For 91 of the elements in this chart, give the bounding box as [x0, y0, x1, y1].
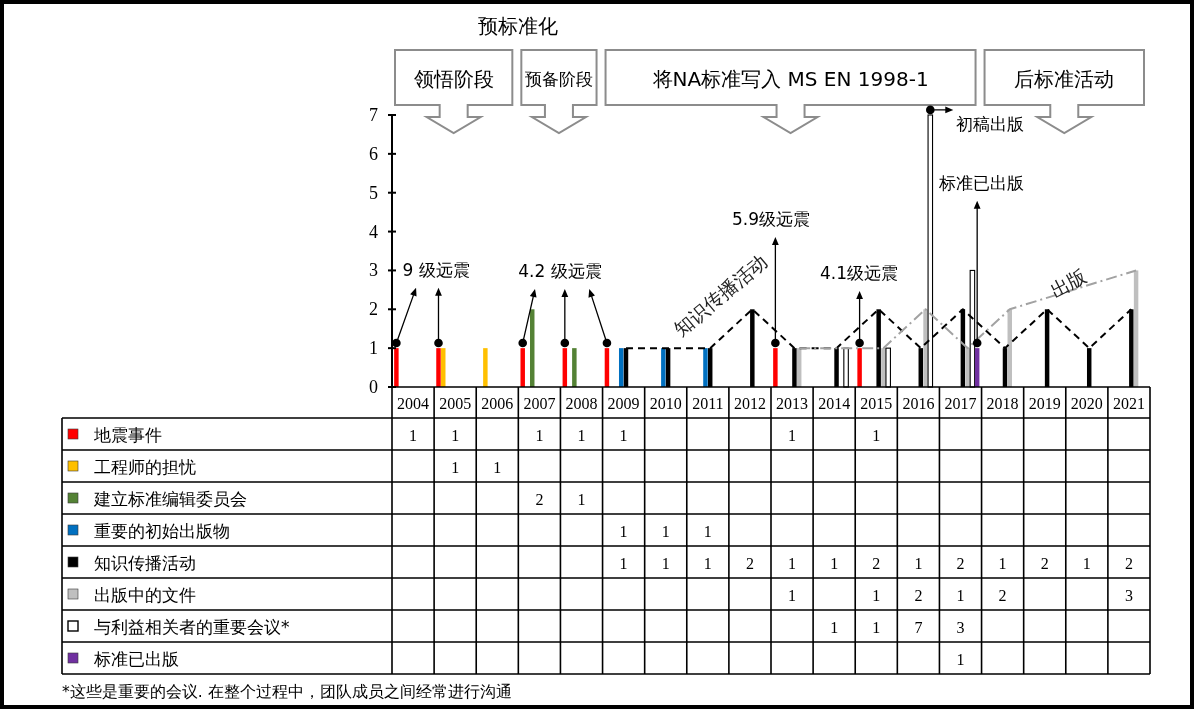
data-label: 1: [872, 586, 881, 604]
data-label: 1: [998, 554, 1007, 572]
y-tick-label: 5: [369, 182, 378, 203]
data-label: 1: [830, 618, 839, 636]
y-tick-label: 7: [369, 105, 378, 125]
data-label: 1: [703, 522, 712, 540]
y-tick-label: 2: [369, 299, 378, 320]
y-tick-label: 6: [369, 143, 378, 164]
annotation: 5.9级远震: [731, 208, 811, 229]
data-label: 1: [619, 522, 628, 540]
x-tick-label: 2009: [607, 395, 640, 412]
data-label: 1: [788, 426, 797, 444]
data-label: 2: [1124, 554, 1133, 572]
data-label: 2: [872, 554, 881, 572]
x-tick-label: 2004: [397, 395, 430, 412]
legend-label: 出版中的文件: [94, 585, 196, 605]
data-label: 7: [914, 618, 923, 636]
legend-label: 工程师的担忧: [94, 457, 196, 477]
annotation: 4.2 级远震: [518, 261, 602, 282]
x-tick-label: 2015: [860, 395, 893, 412]
annotation: 9 级远震: [402, 259, 470, 280]
x-tick-label: 2018: [986, 395, 1019, 412]
text: 预标准化: [478, 14, 559, 38]
data-label: 1: [872, 618, 881, 636]
x-tick-label: 2021: [1112, 395, 1145, 412]
text: 将NA标准写入 MS EN 1998-1: [651, 66, 929, 91]
data-label: 3: [956, 618, 965, 636]
data-label: 1: [788, 586, 797, 604]
legend-label: 重要的初始出版物: [94, 521, 230, 541]
data-label: 2: [535, 490, 544, 508]
data-label: 1: [956, 650, 965, 668]
x-tick-label: 2014: [818, 395, 851, 412]
data-label: 2: [956, 554, 965, 572]
bar: [703, 348, 708, 387]
data-label: 2: [1040, 554, 1049, 572]
data-label: 3: [1124, 586, 1133, 604]
legend-label: 地震事件: [93, 425, 162, 445]
y-tick-label: 0: [369, 377, 378, 397]
data-label: 1: [577, 426, 586, 444]
annotation: 出版: [1046, 264, 1091, 302]
text: 领悟阶段: [413, 66, 494, 91]
x-tick-label: 2008: [565, 395, 598, 412]
data-label: 1: [535, 426, 544, 444]
data-label: 1: [872, 426, 881, 444]
annotation: 知识传播活动: [669, 249, 772, 340]
text: 后标准活动: [1014, 66, 1115, 91]
x-tick-label: 2020: [1070, 395, 1103, 412]
data-label: 2: [998, 586, 1007, 604]
data-label: 1: [788, 554, 797, 572]
data-label: 1: [661, 522, 670, 540]
bar: [572, 348, 577, 387]
data-label: 1: [619, 554, 628, 572]
data-label: 1: [451, 426, 460, 444]
x-tick-label: 2017: [944, 395, 977, 412]
legend-label: 建立标准编辑委员会: [93, 489, 247, 509]
legend-label: 标准已出版: [93, 649, 179, 669]
data-label: 1: [619, 426, 628, 444]
bar: [661, 348, 666, 387]
annotation: 初稿出版: [956, 113, 1025, 134]
y-tick-label: 3: [369, 260, 378, 281]
x-tick-label: 2016: [902, 395, 935, 412]
data-label: 1: [914, 554, 923, 572]
data-label: 1: [1082, 554, 1091, 572]
x-tick-label: 2007: [523, 395, 556, 412]
x-tick-label: 2012: [733, 395, 766, 412]
y-tick-label: 4: [369, 221, 378, 242]
data-label: 1: [703, 554, 712, 572]
data-label: 2: [914, 586, 923, 604]
bar: [483, 348, 488, 387]
x-tick-label: 2006: [481, 395, 514, 412]
legend-label: 与利益相关者的重要会议*: [94, 617, 290, 637]
data-label: 1: [577, 490, 586, 508]
data-label: 1: [830, 554, 839, 572]
y-tick-label: 1: [369, 338, 378, 359]
legend-label: 知识传播活动: [94, 553, 196, 573]
bar: [965, 348, 970, 387]
x-tick-label: 2005: [439, 395, 472, 412]
data-label: 1: [451, 458, 460, 476]
annotation: 4.1级远震: [819, 262, 899, 283]
x-tick-label: 2019: [1028, 395, 1061, 412]
x-tick-label: 2013: [776, 395, 809, 412]
data-label: 1: [409, 426, 418, 444]
text: 预备阶段: [524, 68, 593, 89]
data-label: 1: [956, 586, 965, 604]
data-label: 1: [493, 458, 502, 476]
data-label: 1: [661, 554, 670, 572]
annotation: 标准已出版: [937, 172, 1024, 193]
data-label: 2: [745, 554, 754, 572]
x-tick-label: 2011: [692, 395, 724, 412]
text: *这些是重要的会议. 在整个过程中，团队成员之间经常进行沟通: [62, 683, 512, 701]
x-tick-label: 2010: [649, 395, 682, 412]
